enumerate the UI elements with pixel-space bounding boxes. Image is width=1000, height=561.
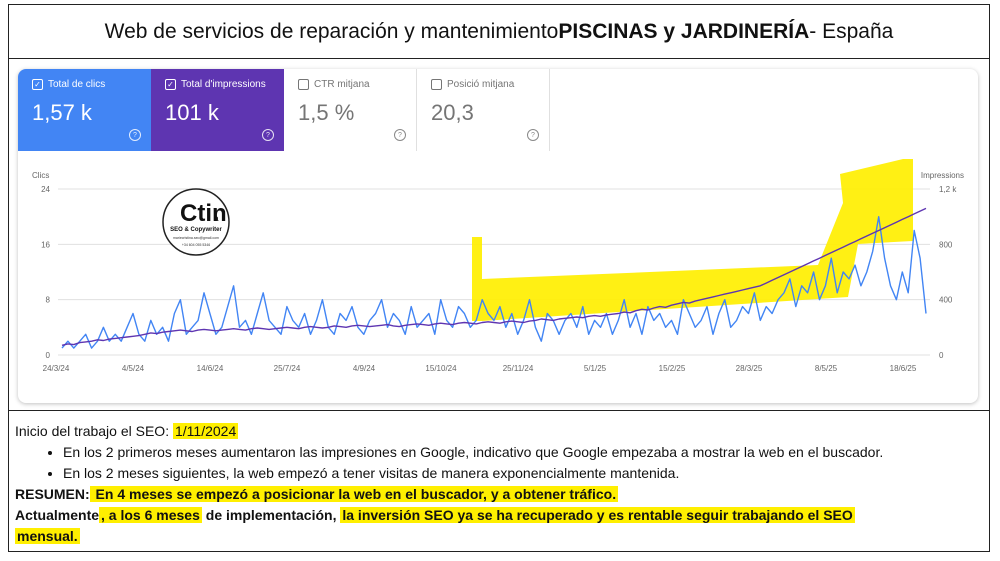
performance-chart: 24 1,2 k 16 800 8 400 0 0 Clics Impressions 24/3/2…	[32, 159, 964, 373]
start-line: Inicio del trabajo el SEO: 1/11/2024	[15, 421, 985, 442]
logo-line3: +34 604 055 5346	[182, 243, 210, 247]
logo-line2: mariecristina.seo@gmail.com	[173, 236, 219, 240]
checkbox-checked-icon[interactable]: ✓	[165, 79, 176, 90]
left-axis-label: Clics	[32, 171, 49, 180]
metric-tile-clics[interactable]: ✓ Total de clics 1,57 k ?	[18, 69, 151, 151]
right-tick-label: 1,2 k	[939, 185, 957, 194]
x-tick-label: 18/6/25	[890, 364, 917, 373]
metric-label: CTR mitjana	[314, 79, 370, 90]
metric-value: 1,5 %	[298, 100, 355, 125]
actual-part-5: mensual.	[15, 528, 80, 544]
metric-value: 20,3	[431, 100, 474, 125]
x-tick-label: 8/5/25	[815, 364, 838, 373]
logo-main: Ctin	[180, 200, 227, 227]
x-tick-label: 25/7/24	[274, 364, 301, 373]
start-prefix: Inicio del trabajo el SEO:	[15, 423, 173, 439]
logo-circle	[162, 188, 230, 256]
actual-line: Actualmente, a los 6 meses de implementa…	[15, 505, 985, 526]
series-line-clics	[61, 215, 927, 349]
right-tick-label: 400	[939, 296, 953, 305]
metric-label: Total d'impressions	[181, 79, 266, 90]
title-bold: PISCINAS y JARDINERÍA	[558, 19, 810, 43]
logo-sub: a	[214, 214, 219, 223]
bullet-list: En los 2 primeros meses aumentaron las i…	[15, 442, 985, 484]
chart-series	[61, 207, 927, 349]
title-prefix: Web de servicios de reparación y manteni…	[104, 19, 559, 43]
help-icon[interactable]: ?	[262, 129, 274, 141]
search-console-card: ✓ Total de clics 1,57 k ? ✓ Total d'impres…	[18, 69, 978, 403]
actual-part-4: la inversión SEO ya se ha recuperado y e…	[340, 507, 855, 523]
logo-line1: SEO & Copywriter	[170, 227, 222, 233]
list-item: En los 2 primeros meses aumentaron las i…	[63, 442, 985, 463]
start-date: 1/11/2024	[172, 423, 239, 439]
metric-tile-ctr[interactable]: CTR mitjana 1,5 % ?	[284, 69, 417, 151]
x-tick-label: 4/9/24	[353, 364, 376, 373]
title-suffix: - España	[809, 19, 894, 43]
x-tick-label: 4/5/24	[122, 364, 145, 373]
right-tick-label: 800	[939, 240, 953, 249]
resumen-line: RESUMEN: En 4 meses se empezó a posicion…	[15, 484, 985, 505]
x-tick-label: 15/10/24	[425, 364, 457, 373]
metric-label: Posició mitjana	[447, 79, 515, 90]
actual-part-2: , a los 6 meses	[99, 507, 202, 523]
notes-section: Inicio del trabajo el SEO: 1/11/2024 En …	[15, 421, 985, 547]
left-tick-label: 24	[41, 185, 50, 194]
checkbox-unchecked-icon[interactable]	[431, 79, 442, 90]
page-title: Web de servicios de reparación y manteni…	[9, 5, 989, 59]
resumen-text: En 4 meses se empezó a posicionar la web…	[89, 486, 619, 502]
resumen-label: RESUMEN:	[15, 486, 90, 502]
highlight-shape	[472, 159, 913, 321]
metric-label: Total de clics	[48, 79, 106, 90]
help-icon[interactable]: ?	[527, 129, 539, 141]
chart-section: ✓ Total de clics 1,57 k ? ✓ Total d'impres…	[9, 58, 989, 411]
x-tick-label: 5/1/25	[584, 364, 607, 373]
help-icon[interactable]: ?	[394, 129, 406, 141]
x-tick-label: 28/3/25	[736, 364, 763, 373]
x-tick-label: 14/6/24	[197, 364, 224, 373]
actual-line-2: mensual.	[15, 526, 985, 547]
document-frame: Web de servicios de reparación y manteni…	[8, 4, 990, 552]
help-icon[interactable]: ?	[129, 129, 141, 141]
checkbox-checked-icon[interactable]: ✓	[32, 79, 43, 90]
left-tick-label: 8	[46, 296, 51, 305]
metric-tiles: ✓ Total de clics 1,57 k ? ✓ Total d'impres…	[18, 69, 550, 151]
x-tick-label: 15/2/25	[659, 364, 686, 373]
chart-axes: 24 1,2 k 16 800 8 400 0 0 Clics Impressions 24/3/2…	[32, 171, 964, 373]
x-tick-label: 25/11/24	[503, 364, 534, 373]
right-tick-label: 0	[939, 351, 944, 360]
actual-part-1: Actualmente	[15, 507, 100, 523]
metric-value: 1,57 k	[32, 100, 92, 125]
x-tick-label: 24/3/24	[43, 364, 70, 373]
metric-value: 101 k	[165, 100, 219, 125]
logo-badge: Ctin a SEO & Copywriter mariecristina.se…	[162, 188, 230, 256]
list-item: En los 2 meses siguientes, la web empezó…	[63, 463, 985, 484]
series-line-impressions	[61, 207, 927, 346]
left-tick-label: 16	[41, 240, 50, 249]
left-tick-label: 0	[46, 351, 51, 360]
right-axis-label: Impressions	[921, 171, 964, 180]
metric-tile-impressions[interactable]: ✓ Total d'impressions 101 k ?	[151, 69, 284, 151]
highlight-arrow	[472, 159, 913, 321]
actual-part-3: de implementación,	[201, 507, 341, 523]
checkbox-unchecked-icon[interactable]	[298, 79, 309, 90]
metric-tile-position[interactable]: Posició mitjana 20,3 ?	[417, 69, 550, 151]
